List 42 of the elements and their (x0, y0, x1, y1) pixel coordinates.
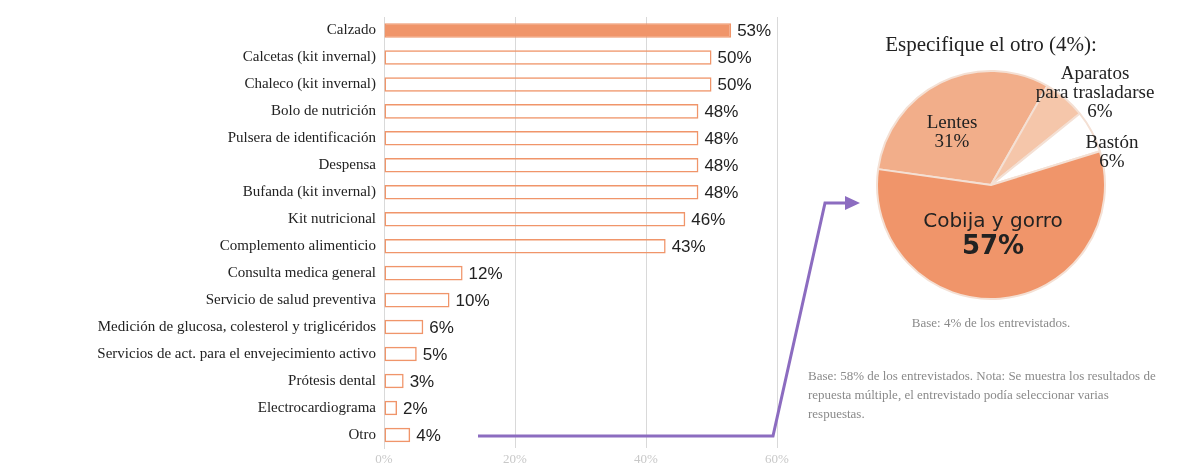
y-tick-label: Bolo de nutrición (271, 102, 377, 119)
y-tick-label: Pulsera de identificación (227, 129, 377, 146)
chart-title: Especifique el otro (4%): (885, 31, 1097, 56)
data-label: 4% (416, 425, 441, 445)
data-label: 48% (704, 129, 739, 149)
slice-label: Aparatos para trasladarse (1035, 61, 1155, 102)
data-label: 50% (717, 48, 752, 68)
data-label: 2% (403, 398, 428, 418)
slice-label: Lentes (926, 110, 978, 132)
slice-label: Cobija y gorro (923, 208, 1063, 233)
data-label: 12% (468, 263, 503, 283)
y-tick-label: Medición de glucosa, colesterol y triglicéridos (97, 318, 377, 335)
y-tick-label: Electrocardiograma (257, 398, 377, 415)
y-tick-label: Kit nutricional (288, 210, 376, 227)
data-label: 10% (455, 290, 490, 310)
data-label: 5% (422, 344, 448, 364)
data-label: 6% (1099, 149, 1125, 171)
text: Base: 4% de los entrevistados. (910, 314, 1072, 332)
data-label: 46% (691, 209, 726, 229)
y-tick-label: Consulta medica general (227, 264, 376, 281)
text: Base: 58% de los entrevistados. Nota: Se muestra los resultados de repuesta múltiple, el entrevistado podía seleccionar varias respuestas. (808, 367, 1157, 423)
y-tick-label: Servicios de act. para el envejecimiento activo (97, 344, 376, 361)
data-label: 53% (737, 21, 772, 41)
y-tick-label: Otro (348, 425, 376, 442)
y-tick-label: Chaleco (kit invernal) (244, 75, 376, 93)
data-label: 50% (717, 75, 752, 95)
y-tick-label: Servicio de salud preventiva (205, 291, 377, 308)
y-tick-label: Prótesis dental (288, 371, 376, 388)
data-label: 48% (704, 182, 739, 202)
slice-label: Bastón (1085, 130, 1139, 152)
data-label: 31% (934, 129, 970, 151)
data-label: 6% (429, 317, 454, 337)
data-label: 3% (409, 371, 435, 391)
y-tick-label: Complemento alimenticio (219, 237, 376, 254)
y-tick-label: Calcetas (kit invernal) (242, 48, 376, 66)
data-label: 43% (671, 236, 706, 256)
data-label: 48% (704, 155, 739, 175)
y-tick-label: Calzado (326, 21, 376, 38)
y-tick-label: Despensa (318, 156, 377, 173)
data-label: 48% (704, 102, 739, 122)
data-label: 6% (1087, 99, 1113, 121)
y-tick-label: Bufanda (kit invernal) (242, 183, 376, 201)
